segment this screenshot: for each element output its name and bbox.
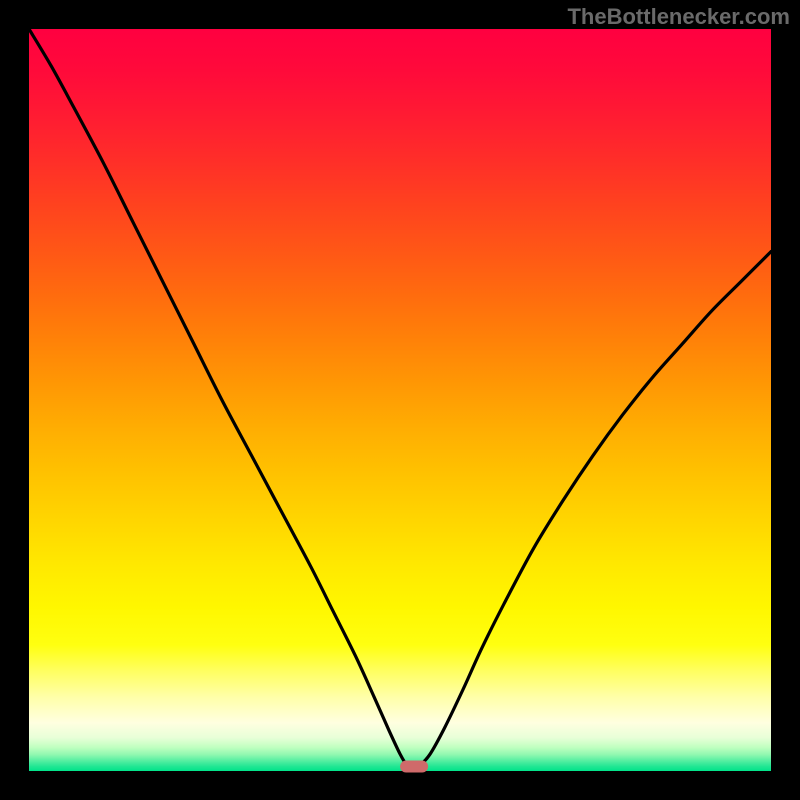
plot-area-gradient bbox=[29, 29, 771, 771]
chart-container: TheBottlenecker.com bbox=[0, 0, 800, 800]
watermark-text: TheBottlenecker.com bbox=[567, 4, 790, 30]
bottleneck-chart bbox=[0, 0, 800, 800]
optimal-marker bbox=[400, 761, 428, 773]
